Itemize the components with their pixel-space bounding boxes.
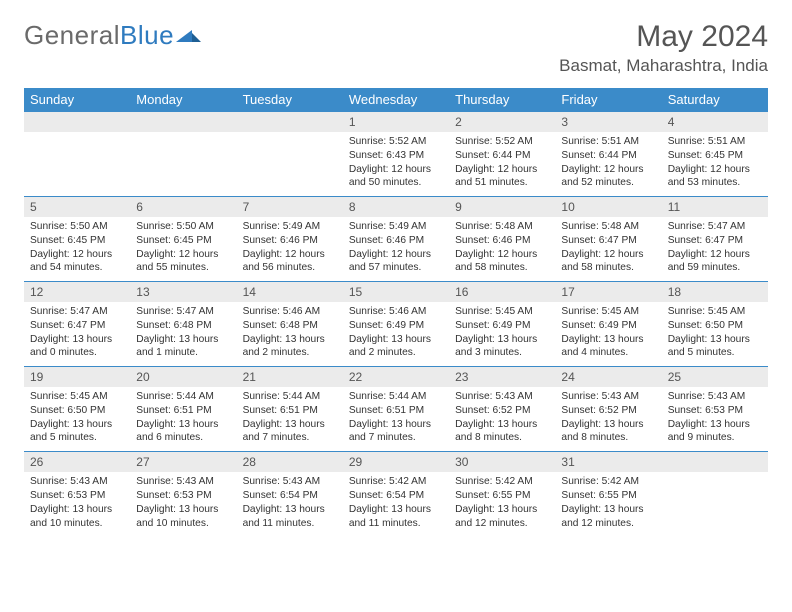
day-detail: Sunrise: 5:51 AMSunset: 6:44 PMDaylight:… [555, 132, 661, 197]
weekday-header: Friday [555, 88, 661, 112]
day-detail: Sunrise: 5:47 AMSunset: 6:47 PMDaylight:… [662, 217, 768, 282]
week-4-nums: 26 27 28 29 30 31 [24, 452, 768, 473]
day-num: 7 [237, 197, 343, 218]
day-num: 14 [237, 282, 343, 303]
day-num: 24 [555, 367, 661, 388]
day-num: 25 [662, 367, 768, 388]
day-detail: Sunrise: 5:50 AMSunset: 6:45 PMDaylight:… [130, 217, 236, 282]
day-num: 12 [24, 282, 130, 303]
day-num: 13 [130, 282, 236, 303]
title-location: Basmat, Maharashtra, India [559, 56, 768, 76]
week-3-details: Sunrise: 5:45 AMSunset: 6:50 PMDaylight:… [24, 387, 768, 452]
day-detail: Sunrise: 5:52 AMSunset: 6:43 PMDaylight:… [343, 132, 449, 197]
day-detail: Sunrise: 5:43 AMSunset: 6:52 PMDaylight:… [555, 387, 661, 452]
week-4-details: Sunrise: 5:43 AMSunset: 6:53 PMDaylight:… [24, 472, 768, 536]
logo: GeneralBlue [24, 20, 202, 51]
calendar-table: Sunday Monday Tuesday Wednesday Thursday… [24, 88, 768, 536]
day-num: 29 [343, 452, 449, 473]
day-detail: Sunrise: 5:45 AMSunset: 6:49 PMDaylight:… [555, 302, 661, 367]
day-detail [130, 132, 236, 197]
day-detail: Sunrise: 5:42 AMSunset: 6:55 PMDaylight:… [555, 472, 661, 536]
day-detail: Sunrise: 5:46 AMSunset: 6:48 PMDaylight:… [237, 302, 343, 367]
day-detail: Sunrise: 5:45 AMSunset: 6:49 PMDaylight:… [449, 302, 555, 367]
day-num [130, 112, 236, 133]
logo-text-blue: Blue [120, 20, 174, 51]
day-detail: Sunrise: 5:43 AMSunset: 6:54 PMDaylight:… [237, 472, 343, 536]
day-num: 30 [449, 452, 555, 473]
day-detail: Sunrise: 5:48 AMSunset: 6:46 PMDaylight:… [449, 217, 555, 282]
header: GeneralBlue May 2024 Basmat, Maharashtra… [24, 20, 768, 76]
day-detail [24, 132, 130, 197]
day-detail: Sunrise: 5:42 AMSunset: 6:54 PMDaylight:… [343, 472, 449, 536]
day-detail: Sunrise: 5:47 AMSunset: 6:48 PMDaylight:… [130, 302, 236, 367]
day-num: 16 [449, 282, 555, 303]
day-num: 18 [662, 282, 768, 303]
day-num: 1 [343, 112, 449, 133]
week-2-details: Sunrise: 5:47 AMSunset: 6:47 PMDaylight:… [24, 302, 768, 367]
week-2-nums: 12 13 14 15 16 17 18 [24, 282, 768, 303]
day-detail: Sunrise: 5:49 AMSunset: 6:46 PMDaylight:… [237, 217, 343, 282]
weekday-header: Thursday [449, 88, 555, 112]
day-num: 28 [237, 452, 343, 473]
week-0-details: Sunrise: 5:52 AMSunset: 6:43 PMDaylight:… [24, 132, 768, 197]
week-1-nums: 5 6 7 8 9 10 11 [24, 197, 768, 218]
day-num [237, 112, 343, 133]
day-num: 19 [24, 367, 130, 388]
title-block: May 2024 Basmat, Maharashtra, India [559, 20, 768, 76]
weekday-header: Tuesday [237, 88, 343, 112]
day-detail: Sunrise: 5:49 AMSunset: 6:46 PMDaylight:… [343, 217, 449, 282]
weekday-header: Saturday [662, 88, 768, 112]
day-detail: Sunrise: 5:44 AMSunset: 6:51 PMDaylight:… [343, 387, 449, 452]
day-num: 5 [24, 197, 130, 218]
day-num: 26 [24, 452, 130, 473]
day-num: 21 [237, 367, 343, 388]
logo-icon [176, 20, 202, 51]
day-detail [237, 132, 343, 197]
weekday-header-row: Sunday Monday Tuesday Wednesday Thursday… [24, 88, 768, 112]
weekday-header: Sunday [24, 88, 130, 112]
day-detail: Sunrise: 5:52 AMSunset: 6:44 PMDaylight:… [449, 132, 555, 197]
day-num: 6 [130, 197, 236, 218]
weekday-header: Wednesday [343, 88, 449, 112]
day-detail: Sunrise: 5:51 AMSunset: 6:45 PMDaylight:… [662, 132, 768, 197]
day-num [24, 112, 130, 133]
day-detail: Sunrise: 5:43 AMSunset: 6:53 PMDaylight:… [130, 472, 236, 536]
day-detail [662, 472, 768, 536]
day-num: 20 [130, 367, 236, 388]
day-detail: Sunrise: 5:43 AMSunset: 6:52 PMDaylight:… [449, 387, 555, 452]
day-num: 4 [662, 112, 768, 133]
day-num [662, 452, 768, 473]
day-num: 22 [343, 367, 449, 388]
day-detail: Sunrise: 5:45 AMSunset: 6:50 PMDaylight:… [24, 387, 130, 452]
title-month: May 2024 [559, 20, 768, 54]
day-num: 3 [555, 112, 661, 133]
week-0-nums: 1 2 3 4 [24, 112, 768, 133]
day-num: 11 [662, 197, 768, 218]
day-detail: Sunrise: 5:48 AMSunset: 6:47 PMDaylight:… [555, 217, 661, 282]
day-detail: Sunrise: 5:46 AMSunset: 6:49 PMDaylight:… [343, 302, 449, 367]
day-num: 27 [130, 452, 236, 473]
day-num: 15 [343, 282, 449, 303]
day-detail: Sunrise: 5:43 AMSunset: 6:53 PMDaylight:… [662, 387, 768, 452]
day-num: 31 [555, 452, 661, 473]
day-detail: Sunrise: 5:42 AMSunset: 6:55 PMDaylight:… [449, 472, 555, 536]
day-num: 23 [449, 367, 555, 388]
day-num: 17 [555, 282, 661, 303]
day-num: 2 [449, 112, 555, 133]
day-num: 9 [449, 197, 555, 218]
logo-text-general: General [24, 20, 120, 51]
day-num: 10 [555, 197, 661, 218]
day-detail: Sunrise: 5:47 AMSunset: 6:47 PMDaylight:… [24, 302, 130, 367]
day-detail: Sunrise: 5:44 AMSunset: 6:51 PMDaylight:… [130, 387, 236, 452]
day-detail: Sunrise: 5:44 AMSunset: 6:51 PMDaylight:… [237, 387, 343, 452]
week-1-details: Sunrise: 5:50 AMSunset: 6:45 PMDaylight:… [24, 217, 768, 282]
week-3-nums: 19 20 21 22 23 24 25 [24, 367, 768, 388]
day-num: 8 [343, 197, 449, 218]
day-detail: Sunrise: 5:45 AMSunset: 6:50 PMDaylight:… [662, 302, 768, 367]
weekday-header: Monday [130, 88, 236, 112]
day-detail: Sunrise: 5:50 AMSunset: 6:45 PMDaylight:… [24, 217, 130, 282]
day-detail: Sunrise: 5:43 AMSunset: 6:53 PMDaylight:… [24, 472, 130, 536]
